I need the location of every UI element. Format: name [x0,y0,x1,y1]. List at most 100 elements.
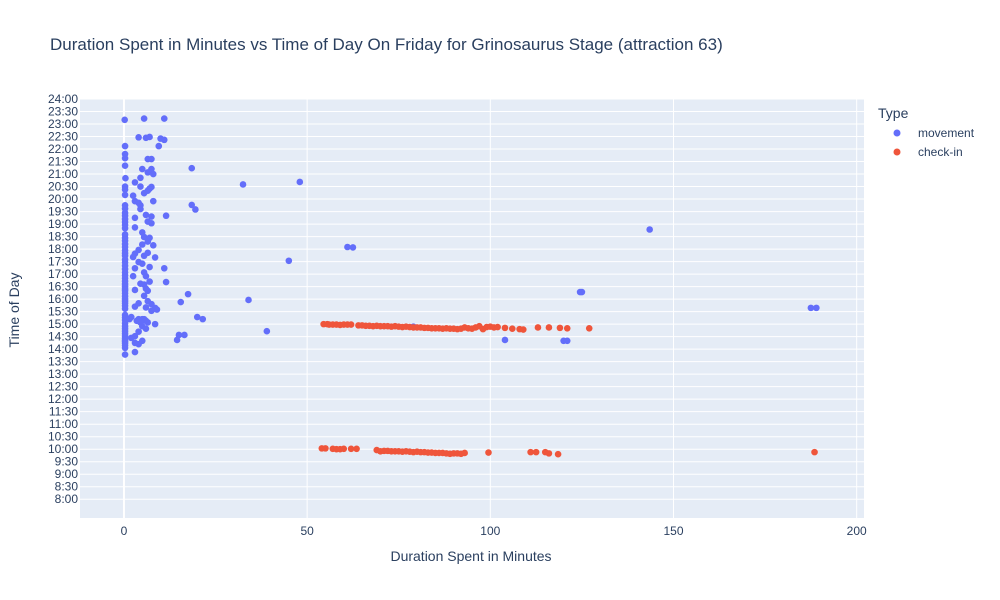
point-movement [142,325,150,333]
point-movement [140,115,148,122]
point-movement [131,303,139,310]
point-movement [121,154,129,162]
plot-area [80,99,864,518]
point-movement [188,201,196,209]
point-movement [173,336,181,344]
point-movement [184,290,192,298]
point-check-in [563,325,571,332]
point-movement [129,192,137,200]
point-check-in [545,450,553,457]
point-movement [349,244,357,251]
data-points [121,115,820,458]
point-movement [144,319,152,326]
point-movement [245,296,252,304]
point-movement [148,219,155,227]
point-movement [285,257,293,265]
x-tick-label: 50 [300,524,314,538]
y-tick-label: 23:00 [48,117,78,131]
point-movement [162,212,170,220]
point-check-in [353,445,360,453]
y-tick-label: 9:30 [55,455,79,469]
point-movement [121,224,129,232]
x-tick-label: 0 [121,524,128,538]
point-movement [146,133,153,141]
point-movement [131,286,139,294]
y-tick-label: 20:30 [48,180,78,194]
y-tick-label: 13:00 [48,367,78,381]
point-movement [131,264,139,272]
point-movement [142,211,150,219]
y-tick-label: 20:00 [48,192,78,206]
y-tick-label: 15:30 [48,305,78,319]
x-tick-label: 150 [663,524,683,538]
point-movement [131,214,139,222]
y-tick-label: 14:30 [48,330,78,344]
legend-item-check-in[interactable]: check-in [893,145,963,159]
y-tick-label: 18:30 [48,230,78,244]
point-movement [138,260,146,267]
point-check-in [556,324,564,332]
point-movement [148,213,155,220]
point-movement [177,298,185,306]
series-movement [121,115,820,358]
point-movement [121,142,129,150]
point-movement [144,287,152,295]
point-movement [135,328,142,335]
point-movement [137,183,144,190]
y-tick-label: 16:30 [48,280,78,294]
legend-item-movement[interactable]: movement [893,126,975,140]
legend-label-check-in: check-in [918,145,963,159]
y-tick-label: 16:00 [48,292,78,306]
point-movement [146,278,153,285]
point-movement [646,226,653,233]
legend-title: Type [878,105,909,121]
point-check-in [322,445,329,452]
x-axis-title: Duration Spent in Minutes [390,548,551,564]
point-movement [122,174,129,182]
point-check-in [527,448,534,456]
chart-title: Duration Spent in Minutes vs Time of Day… [50,35,723,54]
point-movement [149,170,157,178]
y-tick-label: 21:00 [48,167,78,181]
x-axis-ticks: 0 50 100 150 200 [121,524,867,538]
y-tick-label: 8:30 [55,480,79,494]
y-tick-label: 8:00 [55,492,79,506]
point-movement [142,304,150,311]
point-movement [263,327,271,335]
point-movement [175,331,183,339]
point-check-in [534,324,542,331]
y-axis-ticks: 8:008:309:009:3010:0010:3011:0011:3012:0… [48,92,78,506]
y-axis-title: Time of Day [6,273,22,348]
point-movement [181,331,188,339]
point-movement [135,134,142,141]
gridlines [80,98,864,518]
point-check-in [554,450,562,458]
point-check-in [508,325,516,333]
legend-marker-check-in [893,148,901,156]
point-movement [121,186,129,193]
point-movement [155,142,163,150]
point-movement [140,233,148,241]
point-movement [121,344,129,352]
y-tick-label: 13:30 [48,355,78,369]
point-movement [138,241,146,248]
y-tick-label: 18:00 [48,242,78,256]
point-movement [121,305,129,313]
legend[interactable]: Type movement check-in [878,105,975,159]
y-tick-label: 12:30 [48,380,78,394]
point-check-in [485,449,492,456]
point-movement [296,178,304,186]
point-movement [144,238,152,245]
point-movement [160,264,168,272]
point-check-in [501,324,509,332]
point-movement [153,306,161,313]
point-movement [129,253,137,261]
y-tick-label: 14:00 [48,342,78,356]
y-tick-label: 19:00 [48,217,78,231]
point-movement [188,164,196,172]
point-movement [807,304,815,312]
point-movement [144,169,152,176]
point-movement [578,288,586,296]
point-movement [121,351,129,358]
